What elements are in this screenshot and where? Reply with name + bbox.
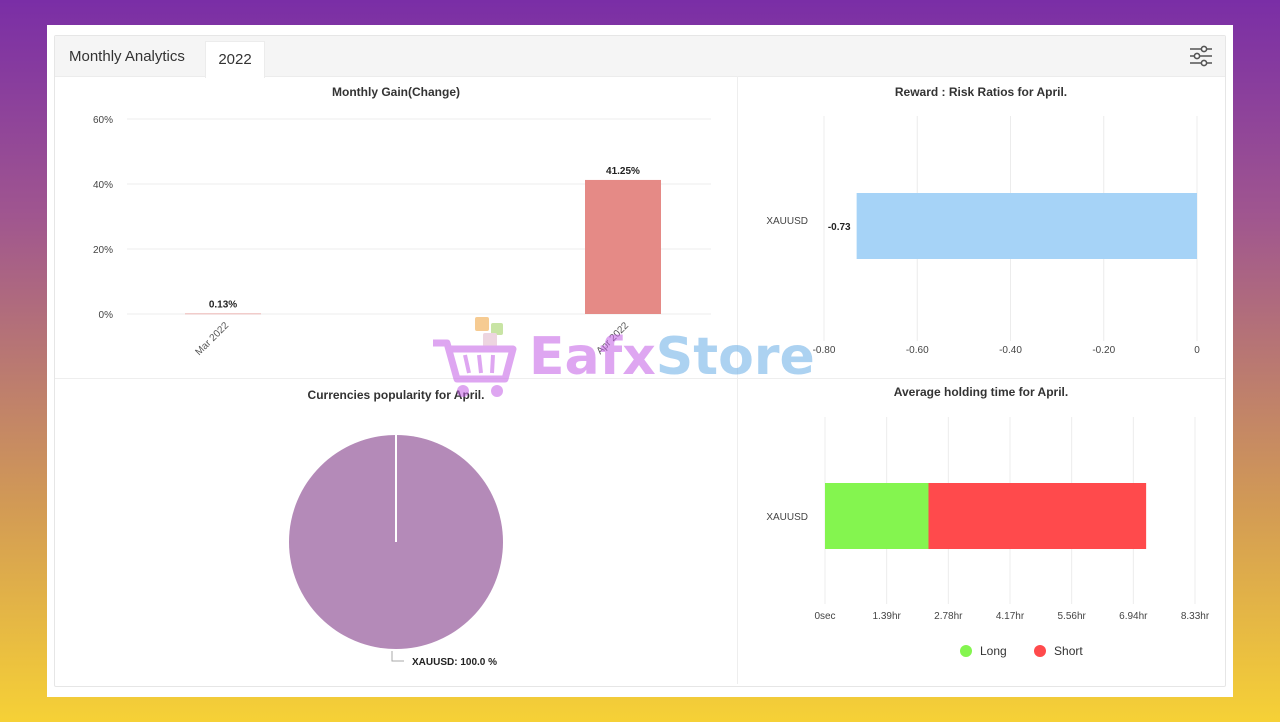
watermark-text: EafxStore: [529, 327, 815, 387]
chart-title: Currencies popularity for April.: [308, 388, 485, 402]
bar: [856, 193, 1197, 259]
x-tick-label: 0sec: [814, 611, 835, 622]
watermark: EafxStore: [429, 313, 849, 405]
panel-divider-vertical: [737, 76, 738, 684]
data-label: 0.13%: [209, 300, 237, 311]
legend-item-long[interactable]: Long: [960, 644, 1007, 658]
legend-long-label: Long: [980, 644, 1007, 658]
bar-short: [928, 483, 1147, 549]
panel-header: Monthly Analytics 2022: [55, 36, 1225, 78]
holding-time-legend: Long Short: [960, 644, 1107, 658]
x-tick-label: -0.20: [1092, 345, 1115, 356]
x-tick-label: 5.56hr: [1057, 611, 1086, 622]
legend-item-short[interactable]: Short: [1034, 644, 1083, 658]
legend-short-label: Short: [1054, 644, 1083, 658]
y-tick-label: 60%: [93, 115, 113, 126]
holding-time-chart: Average holding time for April. 0sec 1.39h…: [766, 385, 1210, 622]
x-tick-label: Mar 2022: [193, 320, 231, 358]
x-tick-label: -0.80: [813, 345, 836, 356]
y-tick-label: XAUUSD: [766, 512, 808, 523]
x-tick-label: 1.39hr: [872, 611, 901, 622]
x-tick-label: 6.94hr: [1119, 611, 1148, 622]
tab-year[interactable]: 2022: [205, 41, 265, 78]
watermark-store: Store: [655, 327, 815, 387]
watermark-eafx: Eafx: [529, 327, 656, 387]
slice-label-connector: [391, 651, 404, 662]
analytics-card: Monthly Analytics 2022 Monthly Gain(Chan…: [47, 25, 1233, 697]
monthly-gain-chart: Monthly Gain(Change) 0% 20% 40% 60% 0.13% Mar …: [93, 85, 711, 358]
bar: [185, 313, 261, 315]
y-tick-label: 0%: [99, 310, 114, 321]
x-tick-label: 2.78hr: [934, 611, 963, 622]
legend-short-dot: [1034, 645, 1047, 657]
bar-long: [825, 483, 929, 549]
chart-title: Average holding time for April.: [894, 385, 1068, 399]
analytics-panel: Monthly Analytics 2022 Monthly Gain(Chan…: [54, 35, 1226, 687]
slice-label: XAUUSD: 100.0 %: [412, 657, 497, 668]
y-tick-label: 20%: [93, 245, 113, 256]
y-tick-label: XAUUSD: [766, 216, 808, 227]
x-tick-label: 0: [1194, 345, 1200, 356]
reward-risk-chart: Reward : Risk Ratios for April. -0.80 -0.6…: [766, 85, 1200, 356]
legend-long-dot: [960, 645, 972, 657]
x-tick-label: 8.33hr: [1181, 611, 1210, 622]
chart-title: Monthly Gain(Change): [332, 85, 460, 99]
filter-settings-icon[interactable]: [1189, 45, 1213, 67]
x-tick-label: -0.40: [999, 345, 1022, 356]
currencies-popularity-chart: Currencies popularity for April. XAUUSD: …: [289, 388, 503, 668]
data-label: 41.25%: [606, 166, 640, 177]
data-label: -0.73: [828, 222, 851, 233]
cart-logo-icon: [433, 317, 517, 397]
bar: [585, 179, 661, 314]
panel-title: Monthly Analytics: [69, 48, 185, 65]
panel-divider-horizontal: [55, 378, 1225, 379]
y-tick-label: 40%: [93, 180, 113, 191]
chart-title: Reward : Risk Ratios for April.: [895, 85, 1067, 99]
x-tick-label: 4.17hr: [996, 611, 1025, 622]
x-tick-label: -0.60: [906, 345, 929, 356]
